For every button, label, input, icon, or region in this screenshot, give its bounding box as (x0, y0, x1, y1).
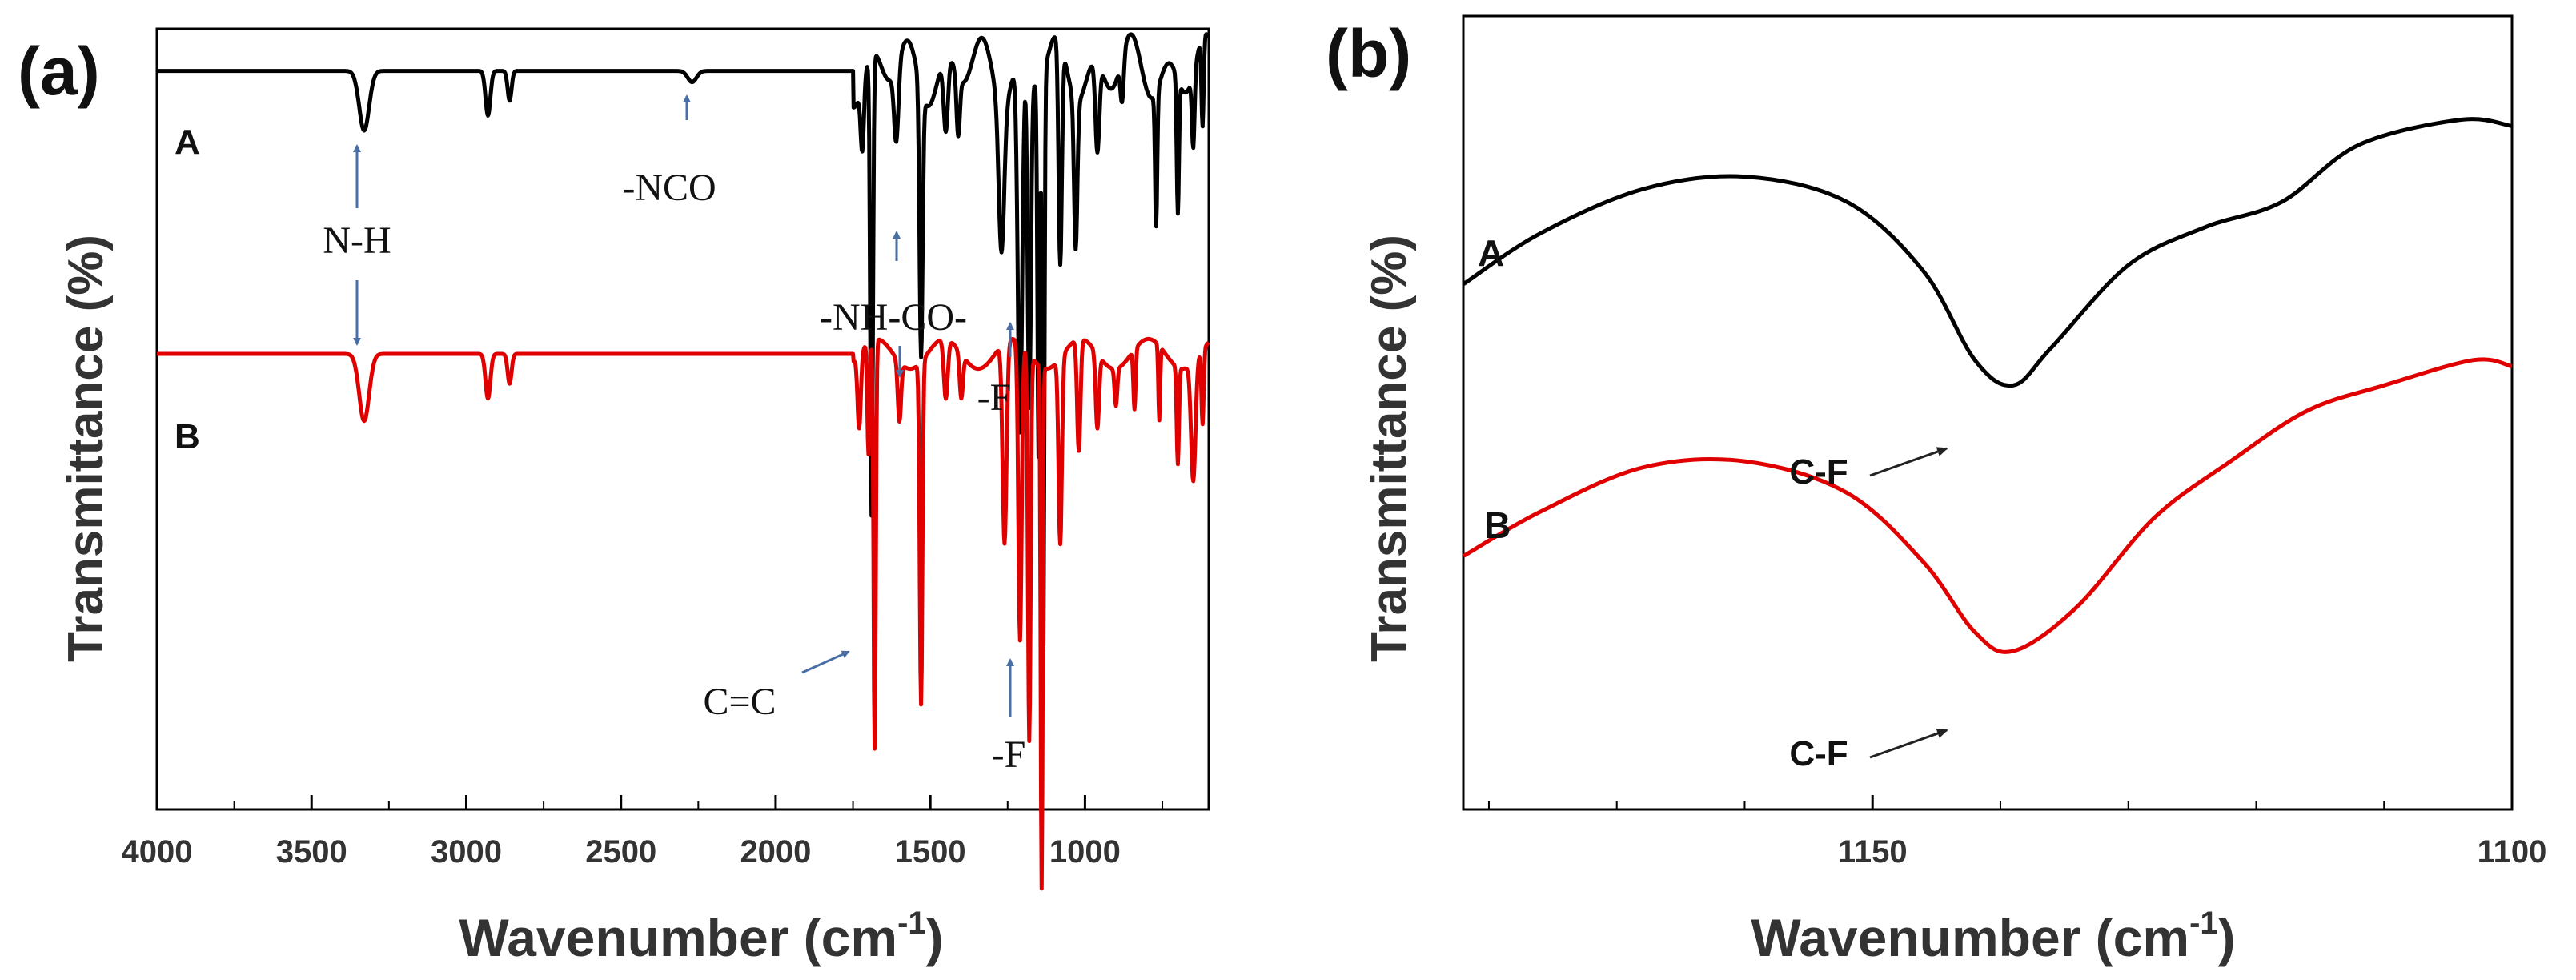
panel-a-plot-frame (155, 27, 1210, 811)
panel-b-x-ticks: 1150 1100 (1487, 795, 2547, 870)
panel-a-tick-label: 3500 (276, 834, 347, 870)
panel-b-series-line-B (1462, 357, 2513, 654)
panel-b: (b) Transmittance (%) 1150 1100 A B C-F C… (1326, 14, 2547, 967)
annotation-c-f-b: C-F (1789, 734, 1848, 773)
panel-a-tick-label: 2500 (585, 834, 656, 870)
annotation-n-h: N-H (323, 219, 391, 262)
annotation-c-f-a: C-F (1789, 452, 1848, 492)
panel-a-tick-label: 1000 (1049, 834, 1121, 870)
panel-b-plot-frame (1462, 14, 2514, 811)
panel-a-tick-label: 1500 (895, 834, 966, 870)
annotation-nco: -NCO (622, 167, 716, 209)
panel-b-x-axis-title: Wavenumber (cm-1) (1751, 906, 2235, 967)
panel-a-series-tag-B: B (175, 417, 200, 456)
annotation-f-upper: -F (977, 376, 1012, 419)
annotation-c-c: C=C (703, 681, 776, 723)
panel-a-series-tag-A: A (175, 122, 200, 162)
panel-b-tick-label: 1150 (1838, 834, 1908, 870)
cf-b-arrow (1869, 729, 1948, 759)
panel-a-series (155, 32, 1211, 891)
panel-b-label: (b) (1326, 16, 1411, 91)
panel-a-x-ticks: 4000 3500 3000 2500 2000 1500 1000 (122, 795, 1164, 870)
panel-a-tick-label: 2000 (740, 834, 811, 870)
panel-b-series-tag-B: B (1484, 504, 1511, 546)
panel-b-series-tag-A: A (1478, 232, 1504, 274)
annotation-nh-co: -NH-CO- (820, 296, 967, 339)
panel-a-x-axis-title: Wavenumber (cm-1) (459, 906, 943, 967)
panel-a-series-line-B (155, 336, 1210, 891)
panel-b-series (1462, 117, 2513, 654)
panel-b-tick-label: 1100 (2478, 834, 2547, 870)
annotation-f-lower: -F (992, 733, 1026, 776)
panel-a-tick-label: 3000 (431, 834, 502, 870)
panel-a-y-axis-title: Transmittance (%) (58, 235, 114, 662)
panel-b-series-line-A (1462, 117, 2513, 388)
panel-a-label: (a) (18, 34, 100, 109)
panel-a-series-line-A (155, 32, 1211, 650)
cf-a-arrow (1869, 447, 1948, 477)
panel-a: (a) Transmittance (%) 4000 3500 3000 2500 20… (18, 27, 1211, 967)
panel-b-y-axis-title: Transmittance (%) (1362, 235, 1417, 662)
cc-arrow (801, 650, 850, 674)
panel-a-tick-label: 4000 (122, 834, 193, 870)
